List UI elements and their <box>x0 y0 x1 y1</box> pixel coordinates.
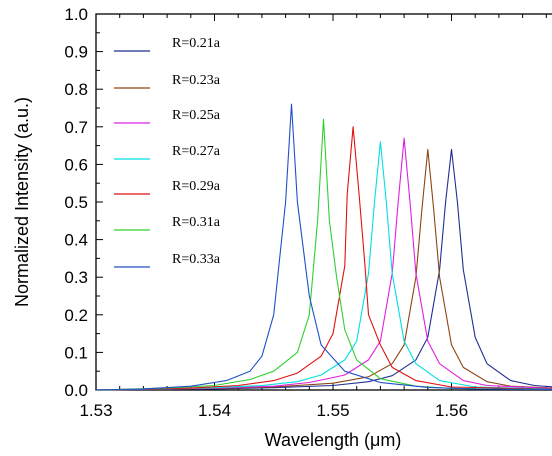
series-line-R=0.29a <box>95 126 552 391</box>
x-tick-label: 1.56 <box>435 401 468 420</box>
y-tick-label: 0.5 <box>64 193 88 212</box>
x-axis: 1.531.541.551.561.57 <box>79 14 547 420</box>
y-axis-title: Normalized Intensity (a.u.) <box>12 97 32 307</box>
x-tick-label: 1.53 <box>79 401 112 420</box>
legend-label: R=0.33a <box>172 252 221 267</box>
legend-label: R=0.21a <box>172 36 221 51</box>
legend: R=0.21a R=0.23a R=0.25a R=0.27a R=0.29a R=0.3… <box>114 36 221 268</box>
y-tick-label: 0.7 <box>64 118 88 137</box>
series-line-R=0.33a <box>95 103 552 391</box>
x-axis-title: Wavelength (μm) <box>265 430 402 450</box>
y-axis: 0.0 0.1 0.2 0.3 0.4 0.5 0.6 0.7 0.8 0.9 1.0 <box>64 5 103 400</box>
x-tick-label: 1.54 <box>198 401 231 420</box>
legend-label: R=0.29a <box>172 179 221 194</box>
y-tick-label: 1.0 <box>64 5 88 24</box>
legend-label: R=0.31a <box>172 215 221 230</box>
y-tick-label: 0.4 <box>64 231 88 250</box>
plot-frame <box>95 13 552 391</box>
y-tick-label: 0.1 <box>64 343 88 362</box>
legend-label: R=0.27a <box>172 144 221 159</box>
y-tick-label: 0.9 <box>64 43 88 62</box>
series-line-R=0.23a <box>95 148 552 391</box>
y-tick-label: 0.2 <box>64 306 88 325</box>
y-tick-label: 0.3 <box>64 268 88 287</box>
legend-label: R=0.25a <box>172 108 221 123</box>
series-line-R=0.27a <box>95 141 552 391</box>
y-tick-label: 0.0 <box>64 381 88 400</box>
series-line-R=0.25a <box>95 137 552 391</box>
x-tick-label: 1.55 <box>316 401 349 420</box>
series-line-R=0.31a <box>95 118 552 391</box>
series-layer <box>95 103 552 391</box>
y-tick-label: 0.6 <box>64 155 88 174</box>
y-tick-label: 0.8 <box>64 80 88 99</box>
legend-label: R=0.23a <box>172 73 221 88</box>
series-line-R=0.21a <box>95 148 552 391</box>
